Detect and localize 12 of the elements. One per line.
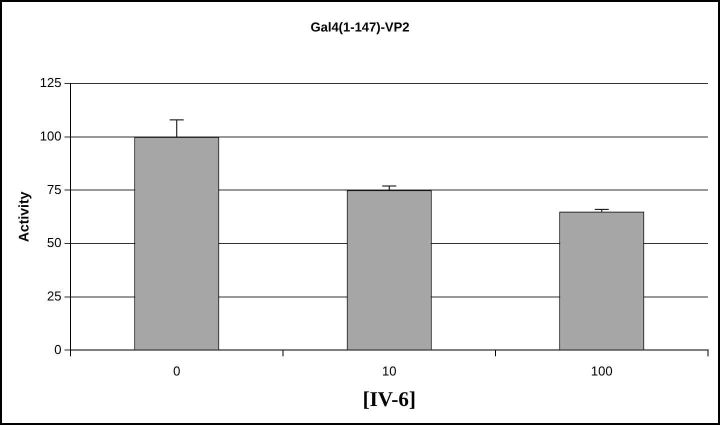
x-tick-label: 0 bbox=[173, 364, 180, 379]
chart-title: Gal4(1-147)-VP2 bbox=[310, 19, 410, 34]
x-axis-title: [IV-6] bbox=[362, 386, 416, 411]
y-tick-label: 125 bbox=[40, 75, 62, 90]
y-tick-label: 25 bbox=[47, 288, 62, 304]
x-tick-label: 10 bbox=[382, 364, 396, 379]
y-tick-label: 100 bbox=[40, 128, 62, 144]
y-tick-label: 75 bbox=[47, 182, 62, 197]
y-tick-label: 50 bbox=[47, 235, 62, 250]
x-tick-label: 100 bbox=[590, 364, 613, 379]
y-axis-title: Activity bbox=[15, 191, 32, 242]
y-tick-label: 0 bbox=[54, 342, 62, 357]
